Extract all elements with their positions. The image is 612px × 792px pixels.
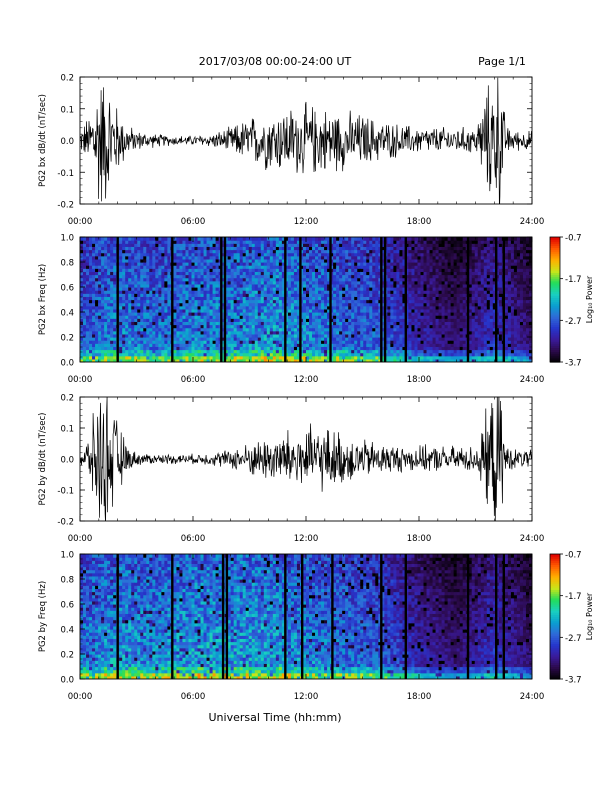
y-tick-label: -0.1 bbox=[57, 487, 74, 497]
x-tick-label: 24:00 bbox=[520, 534, 545, 544]
data-gap-column bbox=[404, 237, 407, 362]
data-gap-column bbox=[284, 237, 287, 362]
y-axis-label: PG2 by dB/dt (nT/sec) bbox=[38, 413, 48, 506]
data-gap-column bbox=[171, 237, 174, 362]
data-gap-column bbox=[223, 237, 227, 362]
data-gap-column bbox=[380, 237, 383, 362]
colorbar: -0.7 -1.7 -2.7 -3.7 Log₁₀ Power bbox=[549, 551, 594, 686]
x-tick-label: 18:00 bbox=[407, 217, 432, 227]
x-tick-label: 18:00 bbox=[407, 692, 432, 702]
colorbar-tick-label: -2.7 bbox=[565, 317, 582, 327]
x-tick-label: 12:00 bbox=[294, 375, 319, 385]
by-dbdt-panel: 00:00 06:00 12:00 18:00 24:00 0.2 0.1 0.0 -0.1 -0… bbox=[38, 394, 545, 545]
y-tick-label: 0.6 bbox=[60, 601, 74, 611]
bx-spectrogram-panel: -0.7 -1.7 -2.7 -3.7 Log₁₀ Power 00:00 06:00 12:… bbox=[38, 234, 594, 386]
y-axis-label: PG2 by Freq (Hz) bbox=[38, 581, 48, 652]
page-number: Page 1/1 bbox=[478, 55, 526, 68]
y-tick-label: 0.0 bbox=[60, 676, 74, 686]
y-tick-label: 0.0 bbox=[60, 359, 74, 369]
y-tick-label: 0.2 bbox=[60, 651, 74, 661]
spectrogram-cells bbox=[80, 237, 532, 362]
x-tick-label: 00:00 bbox=[68, 217, 93, 227]
x-tick-label: 06:00 bbox=[181, 217, 206, 227]
y-tick-label: 0.4 bbox=[60, 309, 74, 319]
y-tick-label: 0.8 bbox=[60, 576, 74, 586]
x-tick-label: 24:00 bbox=[520, 217, 545, 227]
data-gap-column bbox=[284, 554, 287, 679]
x-tick-label: 00:00 bbox=[68, 692, 93, 702]
bx-dbdt-panel: 00:00 06:00 12:00 18:00 24:00 0.2 0.1 0.0 -0.1 -0… bbox=[38, 74, 544, 228]
plot-title: 2017/03/08 00:00-24:00 UT bbox=[199, 55, 352, 68]
colorbar-tick-label: -1.7 bbox=[565, 592, 582, 602]
x-tick-label: 00:00 bbox=[68, 375, 93, 385]
y-axis-label: PG2 bx Freq (Hz) bbox=[38, 264, 48, 335]
x-tick-label: 12:00 bbox=[294, 534, 319, 544]
x-tick-label: 06:00 bbox=[181, 534, 206, 544]
colorbar-tick-label: -3.7 bbox=[565, 676, 582, 686]
colorbar: -0.7 -1.7 -2.7 -3.7 Log₁₀ Power bbox=[549, 234, 594, 369]
data-gap-column bbox=[495, 237, 498, 362]
data-gap-column bbox=[331, 554, 334, 679]
y-tick-label: 0.6 bbox=[60, 284, 74, 294]
colorbar-tick-label: -0.7 bbox=[565, 234, 582, 244]
by-spectrogram-panel: -0.7 -1.7 -2.7 -3.7 Log₁₀ Power 00:00 06:00 12:… bbox=[38, 551, 594, 703]
data-gap-column bbox=[116, 554, 119, 679]
x-tick-label: 18:00 bbox=[407, 534, 432, 544]
data-gap-column bbox=[495, 554, 498, 679]
colorbar-tick-label: -1.7 bbox=[565, 275, 582, 285]
colorbar-tick-label: -2.7 bbox=[565, 634, 582, 644]
colorbar-label: Log₁₀ Power bbox=[585, 275, 594, 323]
signal-trace bbox=[80, 397, 532, 521]
y-tick-label: 0.2 bbox=[60, 334, 74, 344]
data-gap-column bbox=[171, 554, 174, 679]
y-tick-label: 0.0 bbox=[60, 137, 74, 147]
x-tick-label: 18:00 bbox=[407, 375, 432, 385]
data-gap-column bbox=[380, 554, 383, 679]
y-tick-label: 0.1 bbox=[60, 425, 74, 435]
y-tick-label: 0.2 bbox=[60, 394, 74, 404]
data-gap-column bbox=[220, 237, 223, 362]
y-tick-label: 1.0 bbox=[60, 551, 74, 561]
y-tick-label: 0.0 bbox=[60, 456, 74, 466]
y-tick-label: 0.8 bbox=[60, 259, 74, 269]
data-gap-column bbox=[225, 554, 229, 679]
y-tick-label: -0.2 bbox=[57, 201, 74, 211]
signal-trace bbox=[80, 77, 532, 204]
data-gap-column bbox=[383, 237, 387, 362]
y-axis-label: PG2 bx dB/dt (nT/sec) bbox=[38, 94, 48, 187]
data-gap-column bbox=[466, 237, 470, 362]
x-tick-label: 06:00 bbox=[181, 375, 206, 385]
x-tick-label: 24:00 bbox=[520, 692, 545, 702]
data-gap-column bbox=[502, 554, 505, 679]
data-gap-column bbox=[466, 554, 470, 679]
x-tick-label: 12:00 bbox=[294, 217, 319, 227]
data-gap-column bbox=[221, 554, 225, 679]
y-tick-label: 0.1 bbox=[60, 105, 74, 115]
y-tick-label: 1.0 bbox=[60, 234, 74, 244]
x-tick-label: 06:00 bbox=[181, 692, 206, 702]
data-gap-column bbox=[502, 237, 505, 362]
colorbar-tick-label: -3.7 bbox=[565, 359, 582, 369]
data-gap-column bbox=[404, 554, 407, 679]
x-tick-label: 00:00 bbox=[68, 534, 93, 544]
x-tick-label: 12:00 bbox=[294, 692, 319, 702]
y-tick-label: -0.1 bbox=[57, 169, 74, 179]
data-gap-column bbox=[329, 237, 332, 362]
y-tick-label: 0.2 bbox=[60, 74, 74, 84]
x-axis-title: Universal Time (hh:mm) bbox=[209, 711, 342, 724]
data-gap-column bbox=[116, 237, 119, 362]
data-gap-column bbox=[301, 554, 304, 679]
data-gap-column bbox=[299, 237, 302, 362]
y-tick-label: -0.2 bbox=[57, 518, 74, 528]
x-tick-label: 24:00 bbox=[520, 375, 545, 385]
colorbar-tick-label: -0.7 bbox=[565, 551, 582, 561]
spectrogram-cells bbox=[80, 554, 532, 679]
y-tick-label: 0.4 bbox=[60, 626, 74, 636]
colorbar-label: Log₁₀ Power bbox=[585, 592, 594, 640]
